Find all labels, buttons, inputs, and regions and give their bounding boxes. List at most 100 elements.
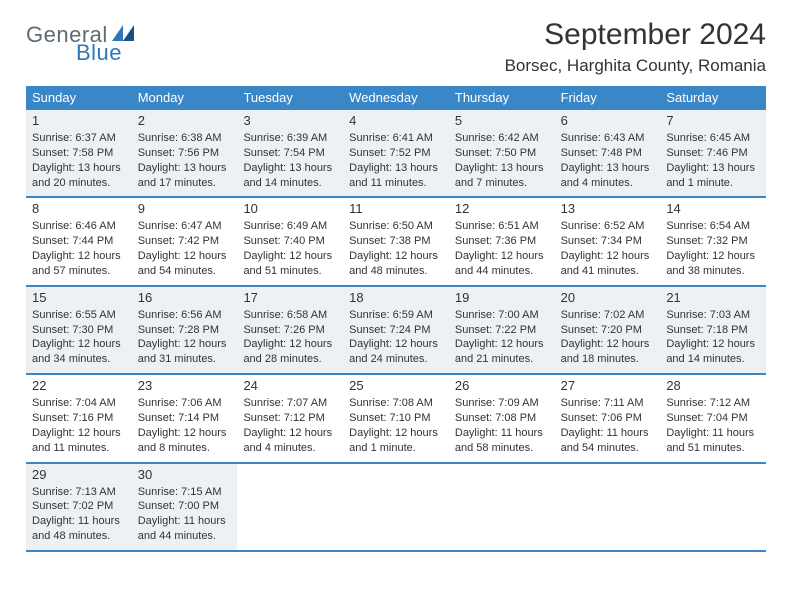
sunrise-line: Sunrise: 7:04 AM bbox=[32, 396, 126, 411]
sunset-line: Sunset: 7:58 PM bbox=[32, 146, 126, 161]
daylight-line: Daylight: 13 hours bbox=[243, 161, 337, 176]
day-cell: 23Sunrise: 7:06 AMSunset: 7:14 PMDayligh… bbox=[132, 375, 238, 461]
daylight-line: and 7 minutes. bbox=[455, 176, 549, 191]
sunset-line: Sunset: 7:14 PM bbox=[138, 411, 232, 426]
sunrise-line: Sunrise: 7:06 AM bbox=[138, 396, 232, 411]
sunset-line: Sunset: 7:30 PM bbox=[32, 323, 126, 338]
day-cell: 28 Sunrise: 7:12 AMSunset: 7:04 PMDayligh… bbox=[660, 375, 766, 461]
dow-tuesday: Tuesday bbox=[237, 86, 343, 110]
daylight-line: and 38 minutes. bbox=[666, 264, 760, 279]
sunset-line: Sunset: 7:16 PM bbox=[32, 411, 126, 426]
daylight-line: Daylight: 12 hours bbox=[349, 426, 443, 441]
daylight-line: Daylight: 12 hours bbox=[32, 426, 126, 441]
day-number: 26 bbox=[455, 378, 549, 393]
daylight-line: Daylight: 12 hours bbox=[666, 249, 760, 264]
daylight-line: and 44 minutes. bbox=[455, 264, 549, 279]
sunrise-line: Sunrise: 6:41 AM bbox=[349, 131, 443, 146]
day-number: 12 bbox=[455, 201, 549, 216]
sunrise-line: Sunrise: 7:12 AM bbox=[666, 396, 760, 411]
sunset-line: Sunset: 7:04 PM bbox=[666, 411, 760, 426]
sunset-line: Sunset: 7:50 PM bbox=[455, 146, 549, 161]
sunset-line: Sunset: 7:34 PM bbox=[561, 234, 655, 249]
sunset-line: Sunset: 7:00 PM bbox=[138, 499, 232, 514]
daylight-line: Daylight: 13 hours bbox=[561, 161, 655, 176]
dow-saturday: Saturday bbox=[660, 86, 766, 110]
day-cell bbox=[555, 464, 661, 550]
logo-line-2: Blue bbox=[76, 42, 134, 64]
logo: General Blue bbox=[26, 18, 134, 64]
day-number: 27 bbox=[561, 378, 655, 393]
daylight-line: and 48 minutes. bbox=[349, 264, 443, 279]
sunrise-line: Sunrise: 7:09 AM bbox=[455, 396, 549, 411]
sunset-line: Sunset: 7:44 PM bbox=[32, 234, 126, 249]
daylight-line: and 48 minutes. bbox=[32, 529, 126, 544]
daylight-line: and 8 minutes. bbox=[138, 441, 232, 456]
day-cell: 15Sunrise: 6:55 AMSunset: 7:30 PMDayligh… bbox=[26, 287, 132, 373]
sunset-line: Sunset: 7:54 PM bbox=[243, 146, 337, 161]
daylight-line: and 57 minutes. bbox=[32, 264, 126, 279]
day-number: 24 bbox=[243, 378, 337, 393]
daylight-line: and 54 minutes. bbox=[138, 264, 232, 279]
sunrise-line: Sunrise: 6:52 AM bbox=[561, 219, 655, 234]
day-cell: 8Sunrise: 6:46 AMSunset: 7:44 PMDaylight… bbox=[26, 198, 132, 284]
sunrise-line: Sunrise: 7:11 AM bbox=[561, 396, 655, 411]
day-number: 29 bbox=[32, 467, 126, 482]
daylight-line: Daylight: 12 hours bbox=[243, 426, 337, 441]
sunrise-line: Sunrise: 6:45 AM bbox=[666, 131, 760, 146]
dow-monday: Monday bbox=[132, 86, 238, 110]
daylight-line: and 51 minutes. bbox=[243, 264, 337, 279]
daylight-line: and 4 minutes. bbox=[561, 176, 655, 191]
day-cell: 16Sunrise: 6:56 AMSunset: 7:28 PMDayligh… bbox=[132, 287, 238, 373]
sunset-line: Sunset: 7:28 PM bbox=[138, 323, 232, 338]
day-cell: 5Sunrise: 6:42 AMSunset: 7:50 PMDaylight… bbox=[449, 110, 555, 196]
sunrise-line: Sunrise: 6:42 AM bbox=[455, 131, 549, 146]
sunset-line: Sunset: 7:10 PM bbox=[349, 411, 443, 426]
daylight-line: Daylight: 12 hours bbox=[138, 426, 232, 441]
day-cell: 19Sunrise: 7:00 AMSunset: 7:22 PMDayligh… bbox=[449, 287, 555, 373]
daylight-line: Daylight: 11 hours bbox=[138, 514, 232, 529]
daylight-line: Daylight: 13 hours bbox=[349, 161, 443, 176]
daylight-line: and 14 minutes. bbox=[243, 176, 337, 191]
daylight-line: Daylight: 13 hours bbox=[138, 161, 232, 176]
day-number: 6 bbox=[561, 113, 655, 128]
day-number: 20 bbox=[561, 290, 655, 305]
day-cell: 14Sunrise: 6:54 AMSunset: 7:32 PMDayligh… bbox=[660, 198, 766, 284]
sunset-line: Sunset: 7:52 PM bbox=[349, 146, 443, 161]
day-number: 30 bbox=[138, 467, 232, 482]
daylight-line: and 44 minutes. bbox=[138, 529, 232, 544]
day-cell bbox=[237, 464, 343, 550]
daylight-line: Daylight: 11 hours bbox=[666, 426, 760, 441]
dow-sunday: Sunday bbox=[26, 86, 132, 110]
sunrise-line: Sunrise: 6:38 AM bbox=[138, 131, 232, 146]
daylight-line: Daylight: 11 hours bbox=[561, 426, 655, 441]
day-number: 1 bbox=[32, 113, 126, 128]
sunset-line: Sunset: 7:46 PM bbox=[666, 146, 760, 161]
day-number: 28 bbox=[666, 378, 760, 393]
weeks-container: 1Sunrise: 6:37 AMSunset: 7:58 PMDaylight… bbox=[26, 110, 766, 552]
day-number: 4 bbox=[349, 113, 443, 128]
daylight-line: and 20 minutes. bbox=[32, 176, 126, 191]
sunset-line: Sunset: 7:18 PM bbox=[666, 323, 760, 338]
day-cell: 21Sunrise: 7:03 AMSunset: 7:18 PMDayligh… bbox=[660, 287, 766, 373]
daylight-line: Daylight: 12 hours bbox=[455, 249, 549, 264]
day-cell: 22Sunrise: 7:04 AMSunset: 7:16 PMDayligh… bbox=[26, 375, 132, 461]
daylight-line: Daylight: 12 hours bbox=[243, 337, 337, 352]
week-row: 1Sunrise: 6:37 AMSunset: 7:58 PMDaylight… bbox=[26, 110, 766, 198]
sunrise-line: Sunrise: 6:43 AM bbox=[561, 131, 655, 146]
daylight-line: Daylight: 12 hours bbox=[561, 337, 655, 352]
week-row: 29Sunrise: 7:13 AMSunset: 7:02 PMDayligh… bbox=[26, 464, 766, 552]
daylight-line: Daylight: 12 hours bbox=[32, 337, 126, 352]
daylight-line: and 18 minutes. bbox=[561, 352, 655, 367]
day-cell: 12Sunrise: 6:51 AMSunset: 7:36 PMDayligh… bbox=[449, 198, 555, 284]
daylight-line: Daylight: 12 hours bbox=[243, 249, 337, 264]
sunset-line: Sunset: 7:48 PM bbox=[561, 146, 655, 161]
daylight-line: and 54 minutes. bbox=[561, 441, 655, 456]
day-cell: 11Sunrise: 6:50 AMSunset: 7:38 PMDayligh… bbox=[343, 198, 449, 284]
daylight-line: and 31 minutes. bbox=[138, 352, 232, 367]
day-cell: 7Sunrise: 6:45 AMSunset: 7:46 PMDaylight… bbox=[660, 110, 766, 196]
sunrise-line: Sunrise: 6:50 AM bbox=[349, 219, 443, 234]
header: General Blue September 2024 Borsec, Harg… bbox=[26, 18, 766, 76]
sunset-line: Sunset: 7:24 PM bbox=[349, 323, 443, 338]
day-number: 2 bbox=[138, 113, 232, 128]
location: Borsec, Harghita County, Romania bbox=[505, 56, 766, 76]
